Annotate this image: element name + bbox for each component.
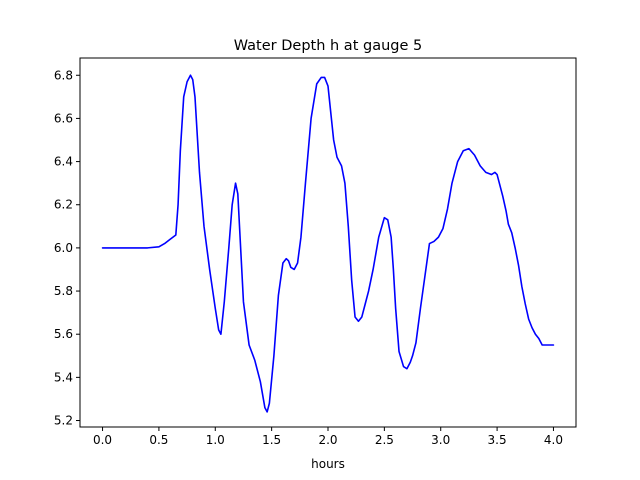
x-axis-label: hours: [311, 457, 345, 471]
x-tick-label: 4.0: [544, 433, 563, 447]
y-tick-label: 5.8: [54, 284, 73, 298]
x-tick-label: 3.0: [431, 433, 450, 447]
y-tick-label: 6.0: [54, 241, 73, 255]
x-tick-label: 0.5: [149, 433, 168, 447]
x-tick-label: 1.5: [262, 433, 281, 447]
x-tick-label: 1.0: [206, 433, 225, 447]
plot-area: 0.0 0.5 1.0 1.5 2.0 2.5 3.0 3.5 4.0 5.2 5.4 5.6 5.8 6…: [54, 57, 577, 447]
y-tick-label: 5.2: [54, 414, 73, 428]
y-tick-label: 5.6: [54, 327, 73, 341]
y-tick-label: 6.8: [54, 68, 73, 82]
y-tick-label: 6.4: [54, 155, 73, 169]
x-tick-label: 2.0: [318, 433, 337, 447]
series-line-0: [101, 74, 555, 413]
x-tick-label: 0.0: [93, 433, 112, 447]
x-tick-label: 3.5: [488, 433, 507, 447]
y-tick-label: 6.2: [54, 198, 73, 212]
chart-title: Water Depth h at gauge 5: [234, 38, 422, 54]
x-tick-label: 2.5: [375, 433, 394, 447]
y-tick-label: 6.6: [54, 111, 73, 125]
y-tick-label: 5.4: [54, 370, 73, 384]
